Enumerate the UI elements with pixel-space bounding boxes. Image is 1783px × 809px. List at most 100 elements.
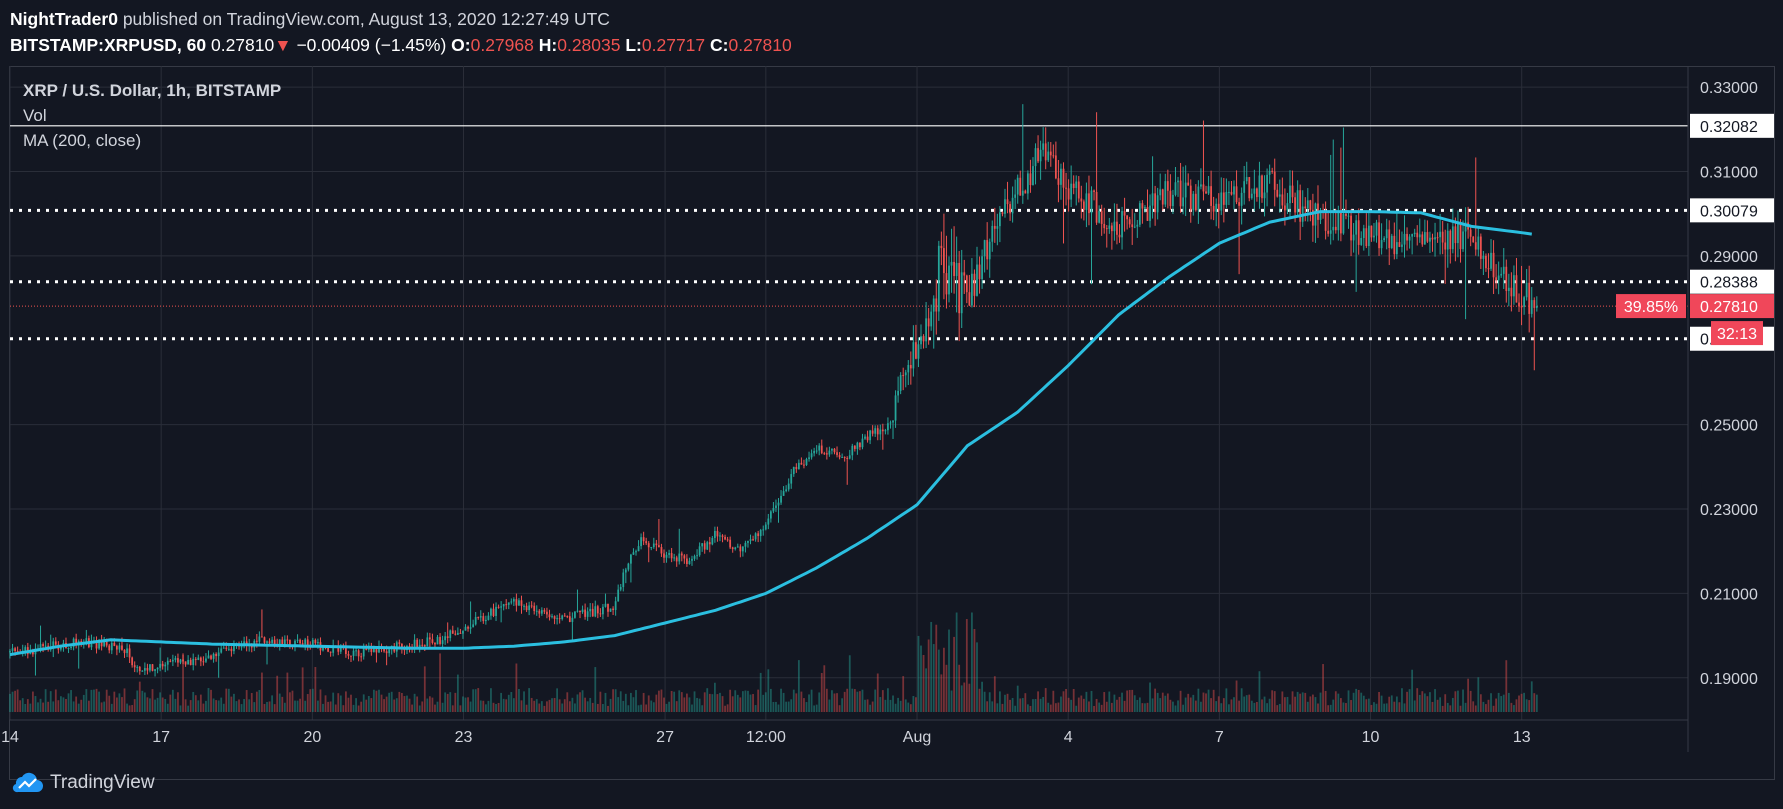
volume-bar	[691, 704, 693, 712]
footer-brand[interactable]: TradingView	[10, 769, 155, 797]
volume-bar	[166, 703, 169, 712]
volume-bar	[769, 688, 772, 712]
candle-body	[1146, 206, 1149, 221]
author-name[interactable]: NightTrader0	[10, 9, 118, 29]
volume-bar	[833, 693, 836, 712]
candle-body	[1037, 148, 1039, 162]
candle-body	[67, 648, 70, 650]
candle-body	[179, 659, 182, 663]
volume-bar	[113, 691, 116, 712]
candle-body	[263, 637, 266, 643]
volume-bar	[477, 688, 480, 712]
candle-body	[1060, 168, 1062, 185]
volume-bar	[1485, 704, 1487, 712]
volume-bar	[1388, 696, 1391, 712]
volume-bar	[1072, 689, 1075, 712]
volume-bar	[797, 660, 800, 712]
candle-body	[1215, 203, 1218, 212]
volume-bar	[1281, 691, 1284, 712]
volume-bar	[1151, 698, 1154, 712]
volume-bar	[121, 697, 123, 712]
candle-body	[1205, 191, 1207, 194]
volume-bar	[299, 698, 301, 712]
volume-bar	[1289, 704, 1291, 712]
volume-bar	[630, 692, 632, 712]
candle-body	[1075, 181, 1078, 188]
volume-bar	[894, 703, 897, 712]
candle-body	[617, 589, 620, 602]
candle-body	[1334, 226, 1337, 231]
candle-body	[110, 642, 113, 651]
candle-body	[350, 655, 352, 657]
candle-body	[322, 647, 324, 651]
volume-bar	[32, 691, 34, 712]
candle-body	[1054, 155, 1057, 179]
volume-bar	[1312, 694, 1314, 712]
candle-body	[1133, 226, 1136, 228]
volume-bar	[1184, 697, 1187, 712]
volume-bar	[861, 689, 864, 712]
level-tag-bg	[1690, 269, 1774, 294]
candle-body	[217, 652, 220, 657]
candle-body	[1126, 215, 1129, 220]
candle-body	[332, 645, 335, 653]
candle-body	[123, 649, 126, 654]
volume-bar	[390, 691, 393, 712]
volume-bar	[350, 694, 352, 712]
candle-body	[1373, 235, 1375, 238]
candle-body	[467, 626, 469, 629]
last-price: 0.27810	[210, 35, 275, 55]
candle-body	[993, 225, 996, 229]
candle-body	[790, 474, 793, 484]
candle-body	[1026, 173, 1029, 194]
volume-bar	[1108, 691, 1111, 712]
volume-bar	[594, 667, 597, 712]
candle-body	[1090, 190, 1093, 214]
candle-body	[869, 430, 872, 441]
candle-body	[1108, 225, 1111, 229]
volume-bar	[645, 704, 648, 712]
legend-title: XRP / U.S. Dollar, 1h, BITSTAMP	[23, 81, 282, 100]
y-tick-label: 0.29000	[1700, 249, 1758, 266]
volume-bar	[1525, 699, 1528, 712]
volume-bar	[149, 698, 151, 712]
candle-body	[299, 639, 301, 644]
candle-body	[937, 245, 940, 312]
candle-body	[75, 638, 78, 646]
volume-bar	[1449, 705, 1452, 712]
volume-bar	[1136, 699, 1139, 712]
candle-body	[70, 646, 72, 649]
volume-bar	[502, 698, 505, 712]
candle-body	[1011, 197, 1014, 214]
candle-body	[1177, 180, 1179, 183]
volume-bar	[133, 699, 136, 712]
volume-bar	[909, 704, 912, 712]
volume-bar	[879, 697, 882, 712]
candle-body	[1144, 206, 1146, 209]
candle-body	[1367, 225, 1370, 247]
candle-body	[1278, 194, 1281, 197]
candle-body	[744, 542, 747, 547]
candle-body	[1490, 252, 1492, 269]
candle-body	[347, 654, 350, 656]
candle-body	[1014, 194, 1017, 198]
volume-bar	[177, 692, 179, 712]
volume-bar	[1406, 691, 1408, 712]
candle-body	[115, 645, 118, 650]
volume-bar	[927, 639, 930, 712]
volume-bar	[856, 691, 859, 712]
volume-bar	[490, 688, 492, 712]
volume-bar	[764, 692, 767, 712]
volume-bar	[922, 654, 925, 712]
candle-body	[960, 272, 963, 314]
candle-body	[828, 450, 831, 455]
candle-body	[1029, 173, 1032, 186]
volume-bar	[668, 701, 670, 712]
volume-bar	[464, 697, 467, 712]
candle-body	[726, 539, 729, 541]
volume-bar	[105, 689, 108, 712]
candle-body	[423, 645, 426, 647]
volume-bar	[1273, 691, 1276, 712]
candle-body	[708, 542, 711, 545]
